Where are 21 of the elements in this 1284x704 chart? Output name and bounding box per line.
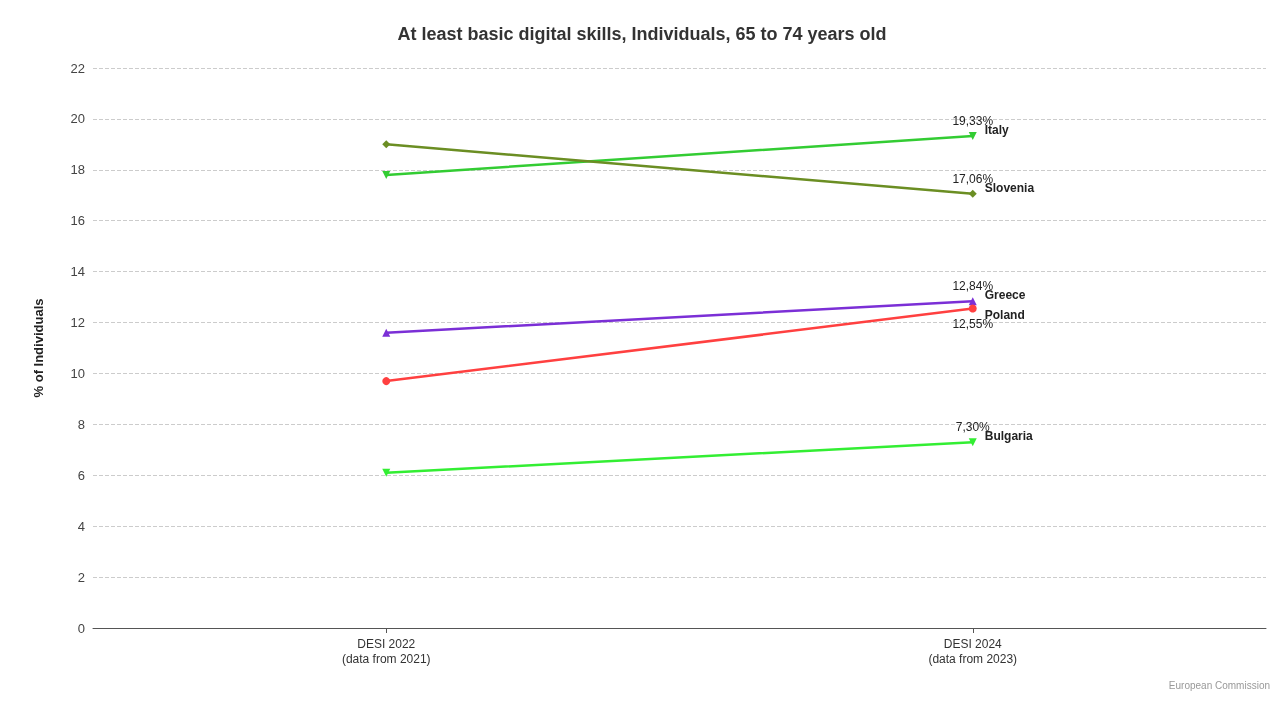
point — [968, 189, 977, 198]
y-tick-label: 22 — [70, 60, 85, 76]
y-tick-label: 14 — [70, 264, 85, 280]
y-tick-label: 4 — [77, 518, 85, 534]
x-tick-label: DESI 2022 (data from 2021) — [341, 636, 431, 666]
y-tick-label: 16 — [70, 213, 85, 229]
y-tick-label: 10 — [70, 365, 85, 381]
point — [968, 304, 977, 313]
y-tick-label: 20 — [70, 111, 85, 127]
chart-title: At least basic digital skills, Individuals, 65 to 74 years old — [397, 24, 887, 44]
y-tick-label: 0 — [77, 620, 85, 636]
point — [382, 377, 391, 386]
y-tick-label: 12 — [70, 315, 85, 331]
y-tick-label: 8 — [77, 416, 85, 432]
y-tick-label: 6 — [77, 467, 85, 483]
text: European Commission — [1168, 679, 1271, 691]
y-axis-title: % of Individuals — [31, 298, 46, 398]
y-tick-label: 2 — [77, 569, 85, 585]
x-tick-label: DESI 2024 (data from 2023) — [928, 636, 1018, 666]
point — [382, 140, 391, 149]
y-tick-label: 18 — [70, 162, 85, 178]
